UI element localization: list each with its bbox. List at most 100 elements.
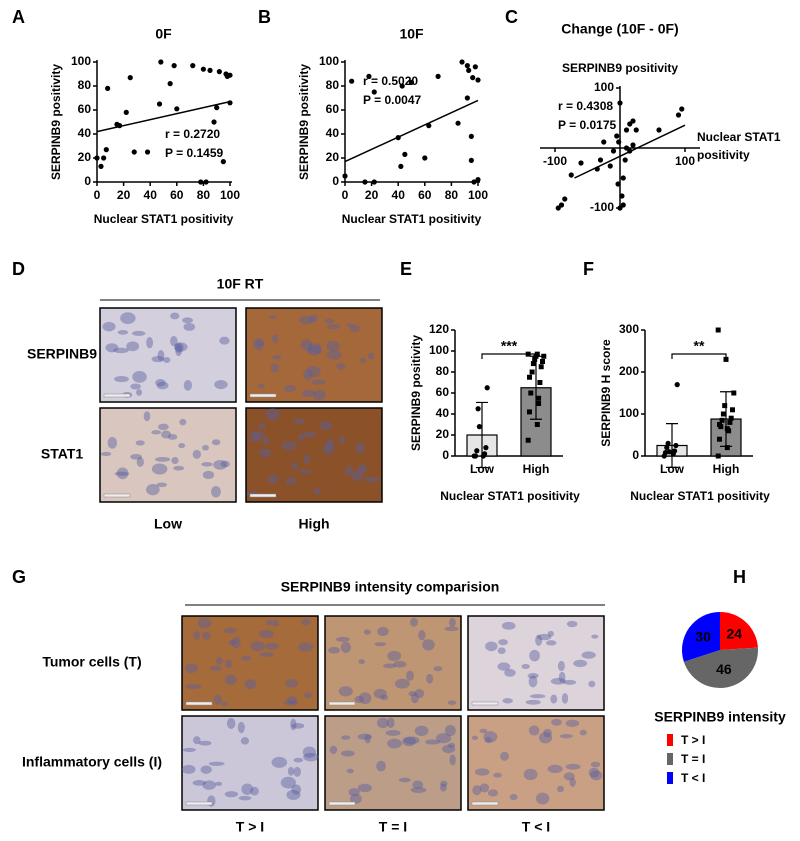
nucleus bbox=[265, 408, 280, 421]
point bbox=[435, 73, 441, 79]
nucleus bbox=[136, 457, 144, 467]
scale-bar bbox=[249, 493, 277, 498]
point bbox=[167, 81, 173, 87]
nucleus bbox=[185, 684, 202, 690]
nucleus bbox=[329, 745, 338, 754]
annotation: P = 0.0047 bbox=[363, 93, 421, 107]
nucleus bbox=[220, 460, 230, 468]
point bbox=[144, 149, 151, 155]
significance: *** bbox=[501, 338, 518, 354]
nucleus bbox=[283, 699, 298, 706]
scale-bar bbox=[471, 801, 499, 806]
nucleus bbox=[306, 365, 321, 378]
nucleus bbox=[135, 440, 145, 446]
nucleus bbox=[283, 384, 296, 393]
column-label: T > I bbox=[236, 819, 264, 835]
nucleus bbox=[525, 699, 541, 705]
point bbox=[158, 59, 164, 65]
point bbox=[528, 390, 534, 396]
nucleus bbox=[590, 761, 601, 768]
nucleus bbox=[364, 476, 380, 483]
x-tick-label: 20 bbox=[117, 188, 131, 202]
x-tick-label: 0 bbox=[342, 188, 349, 202]
nucleus bbox=[487, 789, 499, 797]
micrograph bbox=[245, 407, 383, 503]
nucleus bbox=[341, 735, 351, 740]
nucleus bbox=[588, 767, 600, 778]
nucleus bbox=[170, 336, 178, 347]
nucleus bbox=[238, 795, 252, 801]
point bbox=[174, 106, 180, 112]
point bbox=[619, 193, 625, 199]
point bbox=[673, 442, 679, 449]
nucleus bbox=[132, 330, 146, 336]
nucleus bbox=[269, 314, 277, 320]
scale-bar bbox=[328, 701, 356, 706]
point bbox=[597, 157, 604, 163]
nucleus bbox=[313, 389, 326, 401]
row-label: Inflammatory cells (I) bbox=[22, 754, 162, 770]
nucleus bbox=[588, 680, 596, 688]
nucleus bbox=[200, 765, 212, 774]
nucleus bbox=[387, 650, 402, 661]
point bbox=[534, 351, 540, 357]
y-tick-label: 20 bbox=[78, 150, 92, 164]
nucleus bbox=[179, 418, 187, 426]
point bbox=[207, 67, 213, 73]
y-tick-label: 80 bbox=[436, 364, 450, 378]
nucleus bbox=[185, 663, 199, 674]
point bbox=[127, 75, 133, 81]
point bbox=[541, 353, 547, 359]
panel-title: SERPINB9 intensity comparision bbox=[281, 579, 500, 595]
nucleus bbox=[364, 734, 371, 744]
scale-bar bbox=[103, 393, 131, 398]
point bbox=[558, 202, 565, 208]
point bbox=[679, 106, 685, 112]
chart-title: 0F bbox=[155, 26, 172, 42]
nucleus bbox=[543, 728, 552, 738]
nucleus bbox=[202, 470, 215, 480]
point bbox=[717, 422, 722, 427]
nucleus bbox=[213, 694, 223, 705]
nucleus bbox=[287, 696, 298, 705]
nucleus bbox=[547, 764, 563, 774]
x-tick-label: Low bbox=[470, 462, 495, 476]
nucleus bbox=[155, 456, 171, 462]
nucleus bbox=[225, 674, 237, 685]
nucleus bbox=[173, 465, 185, 471]
panel-label: H bbox=[733, 567, 746, 587]
nucleus bbox=[113, 347, 129, 354]
nucleus bbox=[182, 747, 196, 752]
point bbox=[472, 453, 479, 459]
point bbox=[620, 175, 626, 181]
point bbox=[459, 59, 465, 65]
point bbox=[537, 380, 543, 385]
column-label: T = I bbox=[379, 819, 407, 835]
nucleus bbox=[293, 766, 301, 777]
point bbox=[525, 437, 531, 443]
nucleus bbox=[183, 379, 193, 391]
nucleus bbox=[367, 352, 375, 360]
nucleus bbox=[202, 631, 211, 640]
nucleus bbox=[358, 659, 366, 665]
significance-bracket bbox=[671, 353, 727, 359]
x-axis-label: Nuclear STAT1 positivity bbox=[342, 212, 482, 226]
point bbox=[527, 409, 532, 415]
nucleus bbox=[258, 448, 272, 454]
x-axis-label: Nuclear STAT1 positivity bbox=[440, 489, 580, 503]
y-tick-label: 120 bbox=[429, 322, 449, 336]
x-tick-label: 60 bbox=[418, 188, 432, 202]
nucleus bbox=[498, 639, 508, 646]
nucleus bbox=[414, 725, 429, 737]
nucleus bbox=[114, 471, 130, 476]
y-tick-label: 0 bbox=[332, 174, 339, 188]
nucleus bbox=[314, 487, 321, 495]
nucleus bbox=[402, 736, 416, 747]
point bbox=[349, 78, 355, 84]
point bbox=[398, 163, 404, 169]
y-tick-label: 300 bbox=[619, 322, 639, 336]
nucleus bbox=[346, 768, 354, 774]
panel-label: E bbox=[400, 259, 412, 279]
legend-label: T = I bbox=[681, 752, 705, 766]
nucleus bbox=[132, 370, 147, 383]
